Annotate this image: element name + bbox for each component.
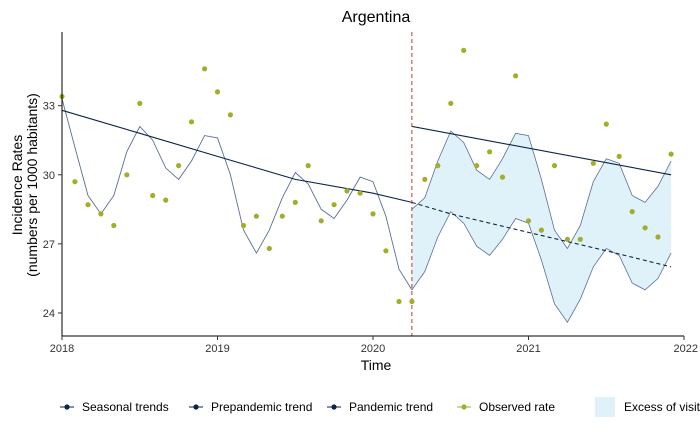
x-axis: 2018 2019 2020 2021 2022: [50, 335, 698, 355]
legend-key-dot: [461, 404, 467, 410]
observed-point: [409, 298, 415, 305]
observed-point: [279, 213, 285, 219]
series-prepandemic-trend-projection: [411, 201, 672, 268]
observed-point: [344, 188, 350, 194]
observed-point: [564, 236, 571, 242]
legend-key-dot: [193, 404, 199, 410]
legend-label: Excess of visits: [624, 400, 700, 414]
observed-point: [85, 202, 91, 208]
observed-point: [448, 100, 454, 106]
observed-point: [305, 163, 311, 169]
observed-point: [603, 121, 609, 127]
series-prepandemic-trend: [61, 109, 413, 203]
observed-point: [487, 149, 493, 155]
y-tick-label: 27: [43, 239, 55, 251]
legend: Seasonal trends Prepandemic trend Pandemic…: [60, 397, 700, 417]
observed-point: [98, 211, 104, 217]
observed-point: [72, 179, 78, 185]
y-axis-title-line1: Incidence Rates: [9, 135, 25, 235]
observed-point: [370, 211, 376, 217]
series-seasonal-trends: [61, 98, 413, 291]
observed-point: [590, 160, 596, 166]
legend-key-excess-of-visits: [595, 397, 615, 417]
y-axis: 24 27 30 33: [43, 32, 63, 336]
observed-point: [357, 190, 363, 196]
observed-point: [629, 209, 635, 215]
plot-area: [59, 32, 674, 336]
observed-point: [655, 234, 661, 240]
y-axis-title-line2: (numbers per 1000 habitants): [24, 93, 40, 277]
observed-point: [240, 222, 247, 229]
observed-point: [422, 176, 428, 182]
observed-point: [163, 197, 169, 203]
observed-point: [253, 213, 259, 219]
observed-point: [318, 218, 324, 224]
legend-label: Observed rate: [479, 400, 555, 414]
legend-key-dot: [331, 404, 337, 410]
excess-band: [411, 131, 672, 323]
observed-point: [383, 248, 389, 254]
series-pandemic-trend: [411, 125, 672, 176]
observed-point: [227, 112, 233, 118]
observed-point: [551, 163, 558, 169]
observed-point: [137, 100, 143, 106]
observed-point: [188, 119, 195, 125]
chart-title: Argentina: [342, 9, 411, 26]
x-tick-label: 2020: [361, 343, 385, 355]
x-tick-label: 2018: [50, 343, 74, 355]
observed-point: [513, 73, 519, 79]
observed-point: [474, 163, 480, 169]
observed-point: [577, 236, 583, 242]
y-tick-label: 33: [43, 101, 55, 113]
observed-point: [668, 151, 674, 157]
observed-point: [266, 245, 272, 252]
legend-label: Pandemic trend: [349, 400, 433, 414]
observed-point: [214, 89, 221, 95]
observed-point: [124, 172, 130, 178]
observed-point: [435, 163, 441, 169]
observed-point: [642, 225, 648, 231]
observed-point: [111, 222, 117, 229]
observed-point: [525, 218, 532, 224]
observed-point: [616, 153, 622, 159]
legend-label: Seasonal trends: [82, 400, 169, 414]
legend-label: Prepandemic trend: [211, 400, 312, 414]
observed-point: [202, 66, 208, 72]
observed-point: [461, 47, 467, 54]
x-tick-label: 2021: [516, 343, 540, 355]
observed-point: [396, 298, 402, 305]
y-tick-label: 24: [43, 308, 55, 320]
observed-point: [331, 202, 337, 208]
observed-point: [150, 192, 156, 199]
observed-point: [499, 174, 506, 180]
x-tick-label: 2022: [674, 343, 698, 355]
x-axis-title: Time: [361, 357, 392, 373]
observed-point: [176, 163, 182, 169]
observed-point: [292, 199, 298, 205]
legend-key-dot: [64, 404, 70, 410]
y-tick-label: 30: [43, 170, 55, 182]
x-tick-label: 2019: [205, 343, 229, 355]
observed-point: [538, 227, 545, 233]
